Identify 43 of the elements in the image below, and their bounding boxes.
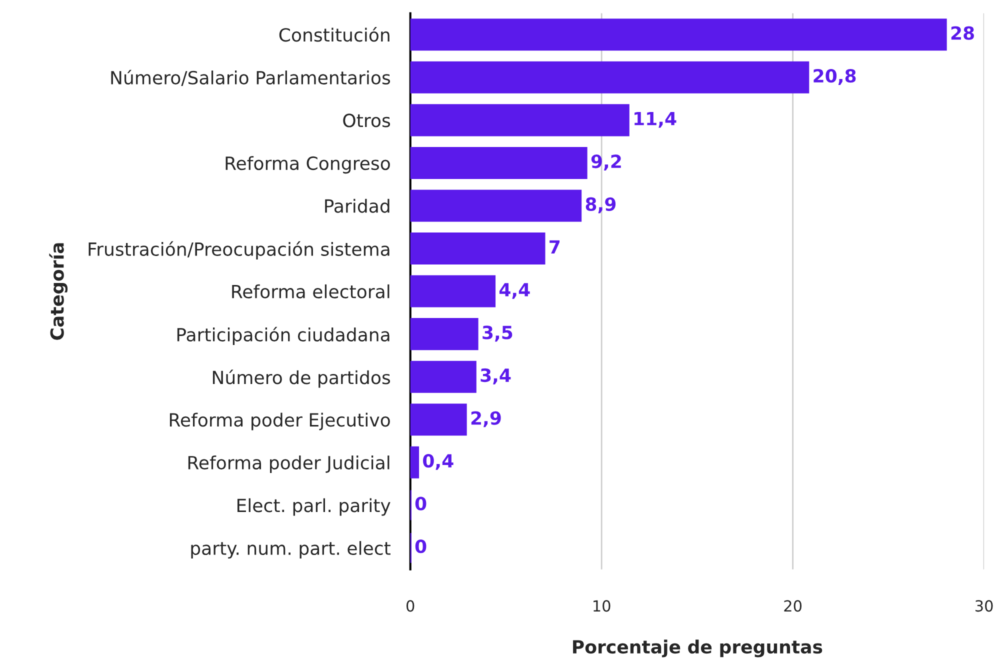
data-label: 28	[951, 26, 974, 40]
x-tick-label: 30	[975, 600, 993, 612]
bar	[410, 446, 420, 478]
data-label: 2,9	[471, 411, 501, 428]
data-label: 0	[415, 496, 426, 510]
data-label: 0,4	[423, 454, 454, 470]
y-tick-label: Reforma poder Ejecutivo	[170, 412, 390, 430]
y-tick-label: Número/Salario Parlamentarios	[111, 70, 390, 86]
data-label: 11,4	[634, 112, 676, 128]
y-tick-label: Reforma Congreso	[226, 156, 390, 174]
y-tick-label: Elect. parl. parity	[237, 498, 390, 516]
data-label: 7	[550, 240, 560, 254]
y-tick-label: Reforma poder Judicial	[188, 456, 390, 473]
bar	[410, 275, 496, 308]
y-tick-label: Reforma electoral	[232, 284, 390, 298]
bar	[410, 232, 546, 265]
x-tick-label: 0	[406, 600, 414, 612]
data-label: 20,8	[814, 68, 856, 85]
y-tick-label: Frustración/Preocupación sistema	[88, 241, 390, 260]
y-tick-label: Paridad	[325, 198, 390, 213]
x-tick-label: 10	[594, 600, 610, 612]
bar	[410, 360, 476, 393]
bar	[410, 404, 467, 436]
data-label: 4,4	[499, 283, 530, 299]
x-tick-label: 20	[784, 600, 802, 612]
data-label: 0	[415, 540, 426, 554]
bar	[410, 18, 947, 51]
y-tick-label: Otros	[343, 114, 390, 128]
bar	[410, 146, 588, 179]
bar	[410, 104, 630, 136]
data-label: 8,9	[586, 197, 616, 214]
y-tick-label: Participación ciudadana	[177, 326, 390, 346]
y-tick-label: Constitución	[279, 27, 390, 42]
y-tick-label: Número de partidos	[212, 370, 390, 388]
data-label: 3,5	[482, 326, 512, 342]
data-label: 3,4	[480, 368, 511, 384]
bar	[410, 318, 478, 350]
y-tick-label: party. num. part. elect	[191, 541, 390, 559]
x-axis-title: Porcentaje de preguntas	[573, 640, 822, 658]
data-label: 9,2	[591, 154, 621, 170]
y-axis-title: Categoría	[49, 243, 68, 340]
bar	[410, 190, 582, 222]
bar	[410, 61, 810, 94]
